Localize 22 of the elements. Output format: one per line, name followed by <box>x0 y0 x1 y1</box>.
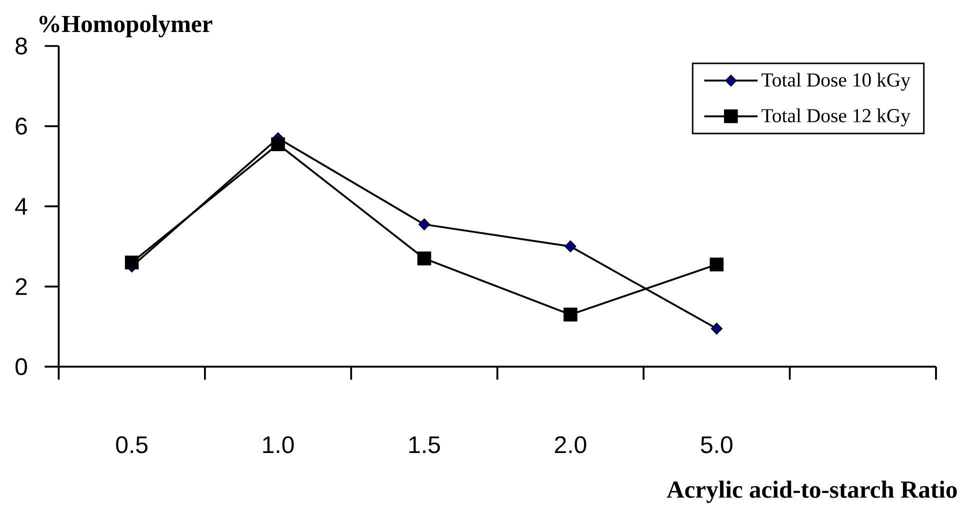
point <box>564 308 578 322</box>
y-tick-label: 8 <box>16 37 27 54</box>
legend-label: Total Dose 12 kGy <box>762 108 910 126</box>
point <box>124 256 139 270</box>
x-tick-label: 5.0 <box>700 436 732 454</box>
x-tick-label: 1.0 <box>263 436 294 454</box>
y-tick-label: 2 <box>16 278 27 295</box>
y-tick-label: 4 <box>15 198 28 215</box>
y-tick-label: 6 <box>16 118 27 135</box>
x-tick-label: 1.5 <box>409 436 440 454</box>
point <box>271 137 285 152</box>
legend-label: Total Dose 10 kGy <box>762 72 910 91</box>
point <box>710 322 723 335</box>
point <box>418 218 430 230</box>
point <box>564 240 576 252</box>
y-tick-label: 0 <box>16 358 28 376</box>
point <box>710 258 724 272</box>
x-axis-title: Acrylic acid-to-starch Ratio <box>666 480 957 503</box>
y-axis-title: %Homopolymer <box>39 14 212 38</box>
x-tick-label: 2.0 <box>554 436 586 454</box>
point <box>417 252 432 266</box>
x-tick-label: 0.5 <box>116 436 148 454</box>
